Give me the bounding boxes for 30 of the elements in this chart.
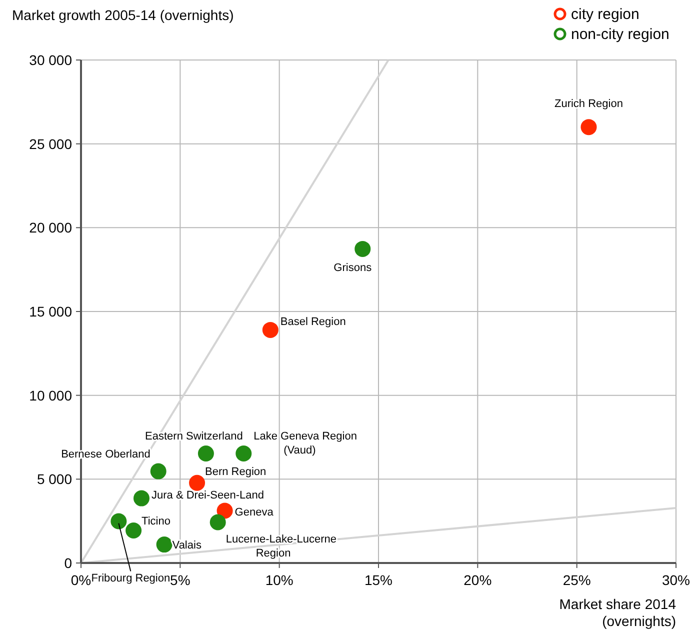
y-tick-label: 10 000 bbox=[29, 387, 72, 404]
y-tick-label: 25 000 bbox=[29, 136, 72, 152]
y-tick-label: 15 000 bbox=[29, 304, 72, 320]
annotation: Jura & Drei-Seen-Land bbox=[151, 489, 264, 502]
y-tick-label: 30 000 bbox=[29, 52, 72, 68]
annotation: Valais bbox=[172, 540, 202, 552]
y-tick-label: 20 000 bbox=[29, 220, 72, 236]
annotation: Lake Geneva Region (Vaud) bbox=[254, 430, 357, 457]
annotation: Fribourg Region bbox=[91, 572, 170, 584]
annotation: Ticino bbox=[142, 515, 170, 528]
legend-label: non-city region bbox=[571, 26, 670, 43]
legend-label: city region bbox=[571, 6, 640, 23]
annotation: Lucerne-Lake-Lucerne Region bbox=[226, 533, 337, 560]
x-tick-label: 20% bbox=[464, 572, 492, 588]
x-axis-title: Market share 2014 (overnights) bbox=[559, 596, 676, 629]
annotation: Bern Region bbox=[205, 466, 266, 478]
annotation: Geneva bbox=[234, 506, 274, 519]
annotation: Eastern Switzerland bbox=[145, 430, 243, 443]
x-tick-label: 5% bbox=[170, 572, 190, 588]
x-tick-label: 0% bbox=[70, 572, 92, 588]
y-tick-label: 5 000 bbox=[36, 471, 72, 488]
annotation: Zurich Region bbox=[554, 98, 623, 110]
annotation: Grisons bbox=[334, 262, 372, 274]
y-axis-title: Market growth 2005-14 (overnights) bbox=[12, 7, 234, 23]
x-tick-label: 25% bbox=[562, 572, 591, 588]
annotation: Basel Region bbox=[280, 316, 346, 328]
x-tick-label: 10% bbox=[265, 572, 294, 588]
x-tick-label: 15% bbox=[364, 572, 393, 588]
y-tick-label: 0 bbox=[64, 555, 72, 571]
x-tick-label: 30% bbox=[662, 572, 690, 588]
